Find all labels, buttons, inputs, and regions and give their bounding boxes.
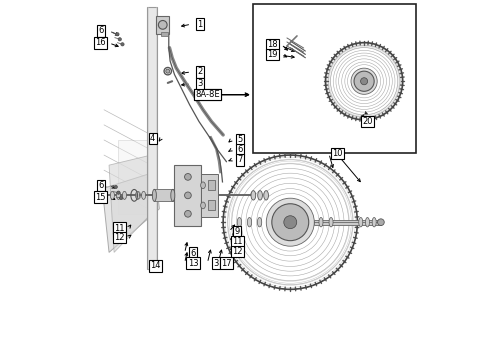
- Ellipse shape: [372, 217, 376, 227]
- Ellipse shape: [329, 217, 333, 227]
- Text: 3: 3: [213, 258, 218, 268]
- Ellipse shape: [366, 217, 370, 227]
- Text: 6: 6: [98, 26, 103, 35]
- Circle shape: [351, 68, 377, 94]
- Ellipse shape: [152, 189, 156, 202]
- Text: 8A-8E: 8A-8E: [195, 90, 220, 99]
- Text: 5: 5: [238, 135, 242, 144]
- Text: 8A-8E: 8A-8E: [195, 90, 220, 99]
- Bar: [174, 165, 202, 225]
- Circle shape: [184, 210, 192, 217]
- Polygon shape: [109, 155, 156, 252]
- Circle shape: [117, 191, 120, 194]
- Circle shape: [378, 219, 384, 225]
- Text: 18: 18: [268, 40, 278, 49]
- Text: 4: 4: [150, 134, 156, 143]
- Circle shape: [272, 204, 308, 241]
- Ellipse shape: [264, 191, 268, 200]
- Text: 6: 6: [190, 249, 196, 257]
- Circle shape: [118, 38, 122, 41]
- Text: 15: 15: [96, 192, 106, 202]
- Ellipse shape: [248, 217, 252, 227]
- Text: 12: 12: [232, 247, 242, 256]
- Ellipse shape: [358, 217, 363, 227]
- Ellipse shape: [251, 191, 256, 200]
- Ellipse shape: [258, 217, 262, 227]
- Ellipse shape: [110, 191, 114, 200]
- Text: 17: 17: [221, 258, 232, 268]
- Text: 12: 12: [114, 233, 125, 242]
- Text: 20: 20: [362, 117, 372, 126]
- Circle shape: [354, 71, 374, 91]
- Circle shape: [158, 21, 167, 29]
- Circle shape: [266, 198, 314, 246]
- Ellipse shape: [122, 191, 126, 200]
- Bar: [147, 7, 157, 269]
- Text: 10: 10: [332, 149, 342, 158]
- Ellipse shape: [142, 191, 146, 200]
- Circle shape: [114, 185, 117, 189]
- Circle shape: [116, 33, 119, 36]
- Circle shape: [166, 69, 170, 73]
- Text: 6: 6: [98, 181, 103, 190]
- Circle shape: [121, 43, 124, 46]
- Circle shape: [184, 174, 192, 180]
- Ellipse shape: [200, 202, 205, 209]
- Ellipse shape: [171, 189, 175, 202]
- Bar: [154, 189, 173, 202]
- Text: 9: 9: [234, 227, 240, 236]
- Ellipse shape: [258, 191, 262, 200]
- Circle shape: [184, 192, 192, 199]
- Text: 14: 14: [150, 261, 160, 270]
- Bar: [161, 32, 168, 36]
- Text: 2: 2: [197, 67, 202, 76]
- Text: 6: 6: [237, 145, 242, 154]
- Bar: [118, 140, 156, 214]
- Text: 19: 19: [268, 50, 278, 59]
- Text: 11: 11: [232, 237, 242, 246]
- Text: 1: 1: [197, 20, 202, 29]
- Bar: [252, 4, 416, 153]
- Circle shape: [360, 78, 368, 85]
- Text: 13: 13: [188, 258, 198, 268]
- Circle shape: [284, 216, 296, 229]
- Text: 3: 3: [197, 80, 202, 88]
- Polygon shape: [102, 172, 160, 252]
- Bar: [314, 219, 381, 225]
- Bar: [202, 174, 218, 217]
- Bar: [156, 16, 170, 34]
- Ellipse shape: [136, 191, 140, 200]
- Ellipse shape: [319, 217, 323, 227]
- Text: 16: 16: [96, 38, 106, 48]
- Bar: [208, 201, 216, 210]
- Text: 7: 7: [237, 155, 242, 164]
- Ellipse shape: [200, 182, 205, 189]
- Text: 11: 11: [114, 224, 125, 233]
- Ellipse shape: [237, 217, 242, 227]
- Ellipse shape: [116, 191, 120, 200]
- Bar: [208, 180, 216, 190]
- Circle shape: [120, 196, 123, 200]
